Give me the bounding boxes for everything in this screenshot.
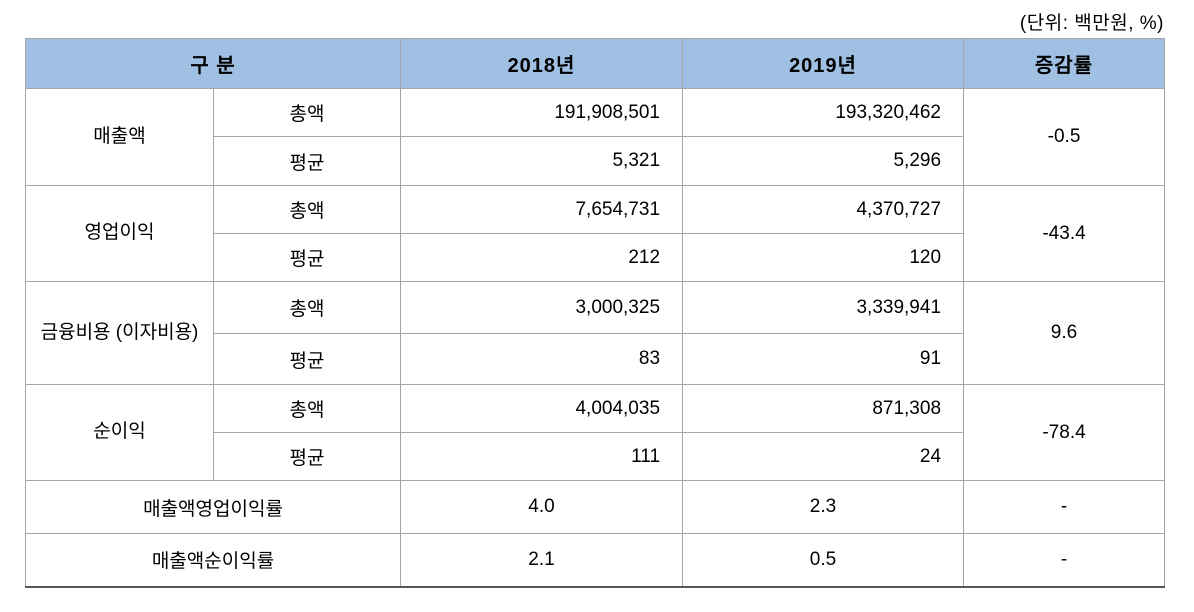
financial-cost-label-cell: 금융비용 (이자비용) (25, 281, 214, 385)
net-margin-change-cell: - (963, 533, 1165, 587)
sales-average-label-cell: 평균 (212, 136, 401, 186)
operating-profit-label-cell: 영업이익 (25, 185, 214, 282)
sales-average-2018-cell: 5,321 (400, 136, 683, 186)
sales-change-cell: -0.5 (963, 88, 1165, 186)
net-profit-total-label-cell: 총액 (212, 384, 401, 433)
row-financial-cost-average: 평균 83 91 (26, 333, 1165, 385)
row-sales-average: 평균 5,321 5,296 (26, 136, 1165, 186)
net-profit-change-cell: -78.4 (963, 384, 1165, 481)
row-sales-total: 매출액 총액 191,908,501 193,320,462 -0.5 (25, 88, 1165, 186)
operating-margin-change-cell: - (963, 480, 1165, 534)
net-profit-average-2018-cell: 111 (400, 432, 683, 481)
financial-table-container: 구 분 2018년 2019년 증감률 매출액 총액 191,908,501 1… (24, 38, 1166, 588)
operating-profit-average-2018-cell: 212 (400, 233, 683, 282)
financial-cost-total-2019-cell: 3,339,941 (682, 281, 964, 334)
financial-cost-change-cell: 9.6 (963, 281, 1165, 385)
row-net-profit-average: 평균 111 24 (26, 432, 1165, 481)
row-net-profit-total: 순이익 총액 4,004,035 871,308 -78.4 (25, 384, 1165, 481)
operating-profit-total-label-cell: 총액 (212, 185, 401, 234)
operating-margin-label-cell: 매출액영업이익률 (24, 480, 401, 534)
row-operating-profit-total: 영업이익 총액 7,654,731 4,370,727 -43.4 (25, 185, 1165, 282)
net-profit-label-cell: 순이익 (25, 384, 214, 481)
net-profit-total-2018-cell: 4,004,035 (400, 384, 683, 433)
net-margin-2018-cell: 2.1 (400, 533, 683, 587)
sales-total-2019-cell: 193,320,462 (682, 88, 964, 137)
financial-cost-total-2018-cell: 3,000,325 (400, 281, 683, 334)
operating-margin-2018-cell: 4.0 (400, 480, 683, 534)
header-2019-cell: 2019년 (682, 38, 964, 89)
financial-cost-average-label-cell: 평균 (212, 333, 401, 385)
sales-total-2018-cell: 191,908,501 (400, 88, 683, 137)
row-net-margin: 매출액순이익률 2.1 0.5 - (24, 533, 1165, 587)
unit-note: (단위: 백만원, %) (1019, 13, 1164, 34)
operating-profit-average-label-cell: 평균 (212, 233, 401, 282)
sales-label-cell: 매출액 (25, 88, 214, 186)
row-operating-profit-average: 평균 212 120 (26, 233, 1165, 282)
operating-profit-total-2018-cell: 7,654,731 (400, 185, 683, 234)
sales-average-2019-cell: 5,296 (682, 136, 964, 186)
financial-summary-table: 구 분 2018년 2019년 증감률 매출액 총액 191,908,501 1… (24, 38, 1166, 588)
net-margin-label-cell: 매출액순이익률 (24, 533, 401, 587)
net-profit-average-2019-cell: 24 (682, 432, 964, 481)
operating-margin-2019-cell: 2.3 (682, 480, 964, 534)
financial-cost-average-2018-cell: 83 (400, 333, 683, 385)
operating-profit-average-2019-cell: 120 (682, 233, 964, 282)
net-margin-2019-cell: 0.5 (682, 533, 964, 587)
financial-cost-average-2019-cell: 91 (682, 333, 964, 385)
sales-total-label-cell: 총액 (212, 88, 401, 137)
header-2018-cell: 2018년 (400, 38, 683, 89)
row-financial-cost-total: 금융비용 (이자비용) 총액 3,000,325 3,339,941 9.6 (25, 281, 1165, 385)
net-profit-total-2019-cell: 871,308 (682, 384, 964, 433)
header-change-cell: 증감률 (963, 38, 1165, 89)
header-category-cell: 구 분 (24, 38, 401, 89)
net-profit-average-label-cell: 평균 (212, 432, 401, 481)
operating-profit-total-2019-cell: 4,370,727 (682, 185, 964, 234)
financial-cost-total-label-cell: 총액 (212, 281, 401, 334)
row-operating-margin: 매출액영업이익률 4.0 2.3 - (24, 480, 1165, 534)
operating-profit-change-cell: -43.4 (963, 185, 1165, 282)
header-row: 구 분 2018년 2019년 증감률 (24, 38, 1165, 89)
